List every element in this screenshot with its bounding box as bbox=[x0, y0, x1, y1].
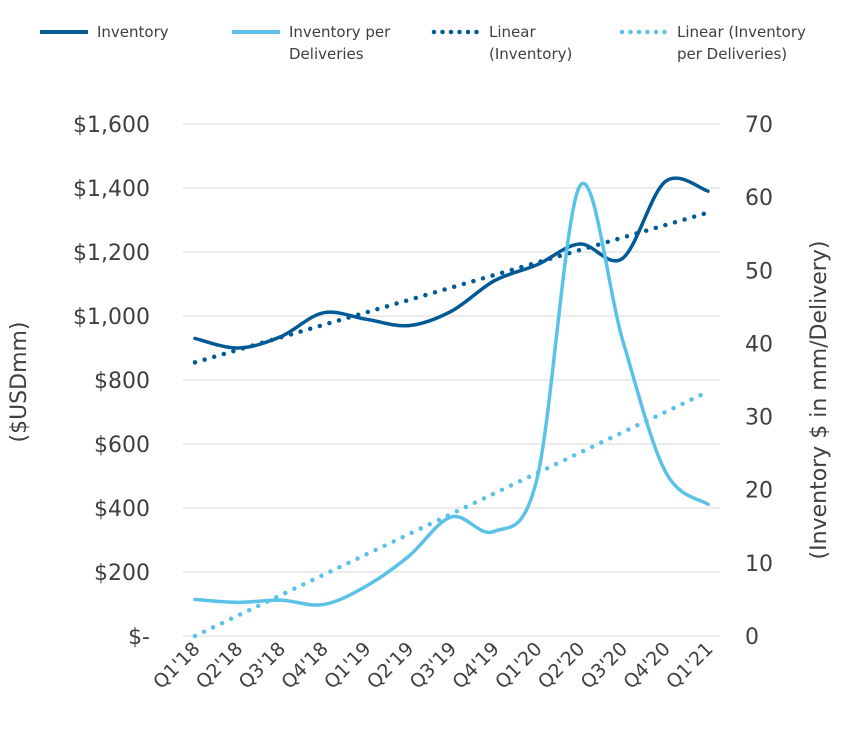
legend-entry: Linear (Inventory) bbox=[431, 23, 572, 63]
x-tick-label: Q4'18 bbox=[277, 638, 332, 693]
legend: Inventory Inventory per Deliveries Linear (I… bbox=[40, 23, 806, 63]
legend-label: Linear bbox=[489, 23, 536, 41]
right-tick-label: 60 bbox=[745, 186, 773, 211]
legend-label: Inventory per bbox=[289, 23, 391, 41]
left-tick-label: $1,400 bbox=[73, 177, 150, 202]
left-axis-ticks: $- $200 $400 $600 $800 $1,000 $1,200 $1,400 $1,6… bbox=[73, 113, 150, 650]
right-tick-label: 20 bbox=[745, 479, 773, 504]
legend-label: Linear (Inventory bbox=[677, 23, 806, 41]
left-axis-title: ($USDmm) bbox=[7, 321, 32, 442]
right-tick-label: 0 bbox=[745, 625, 759, 650]
series-inventory-per-deliveries bbox=[193, 181, 710, 607]
x-tick-label: Q3'19 bbox=[406, 638, 461, 693]
x-tick-label: Q3'18 bbox=[235, 638, 290, 693]
legend-label: Deliveries bbox=[289, 45, 364, 63]
left-tick-label: $1,000 bbox=[73, 305, 150, 330]
x-tick-label: Q1'20 bbox=[491, 638, 546, 693]
legend-label: Inventory bbox=[97, 23, 169, 41]
legend-label: per Deliveries) bbox=[677, 45, 787, 63]
right-tick-label: 40 bbox=[745, 332, 773, 357]
x-tick-label: Q1'21 bbox=[662, 638, 717, 693]
x-tick-label: Q4'20 bbox=[619, 638, 674, 693]
legend-label: (Inventory) bbox=[489, 45, 572, 63]
series-inventory bbox=[193, 176, 710, 350]
left-tick-label: $400 bbox=[94, 497, 150, 522]
x-tick-label: Q1'18 bbox=[149, 638, 204, 693]
right-tick-label: 50 bbox=[745, 259, 773, 284]
left-tick-label: $200 bbox=[94, 561, 150, 586]
gridlines bbox=[183, 123, 720, 637]
right-axis-ticks: 0 10 20 30 40 50 60 70 bbox=[745, 113, 773, 650]
left-tick-label: $- bbox=[128, 625, 150, 650]
left-tick-label: $600 bbox=[94, 433, 150, 458]
x-tick-label: Q2'19 bbox=[363, 638, 418, 693]
left-tick-label: $1,600 bbox=[73, 113, 150, 138]
x-tick-label: Q2'20 bbox=[534, 638, 589, 693]
x-tick-label: Q2'18 bbox=[192, 638, 247, 693]
left-tick-label: $1,200 bbox=[73, 241, 150, 266]
x-axis-ticks: Q1'18Q2'18Q3'18Q4'18Q1'19Q2'19Q3'19Q4'19… bbox=[149, 638, 717, 693]
x-tick-label: Q4'19 bbox=[448, 638, 503, 693]
right-tick-label: 30 bbox=[745, 406, 773, 431]
legend-entry: Inventory bbox=[40, 23, 169, 41]
right-tick-label: 70 bbox=[745, 113, 773, 138]
left-tick-label: $800 bbox=[94, 369, 150, 394]
right-axis-title: (Inventory $ in mm/Delivery) bbox=[807, 241, 832, 560]
series-lines bbox=[192, 176, 711, 639]
x-tick-label: Q1'19 bbox=[320, 638, 375, 693]
legend-entry: Linear (Inventory per Deliveries) bbox=[619, 23, 806, 63]
right-tick-label: 10 bbox=[745, 552, 773, 577]
legend-entry: Inventory per Deliveries bbox=[232, 23, 391, 63]
x-tick-label: Q3'20 bbox=[577, 638, 632, 693]
